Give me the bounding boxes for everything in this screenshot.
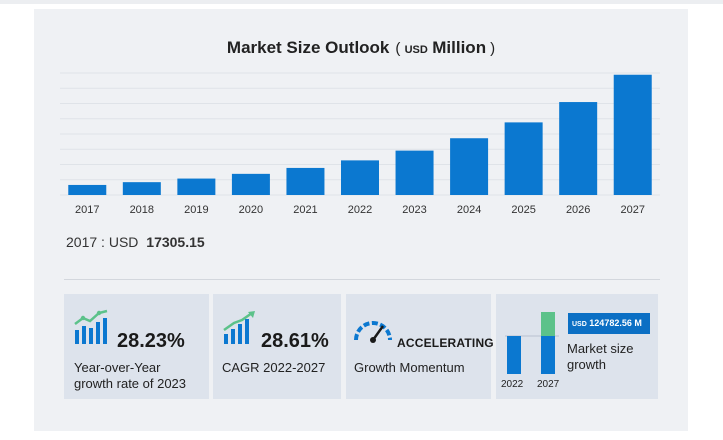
yoy-label-line1: Year-over-Year bbox=[74, 360, 161, 375]
momentum-label: Growth Momentum bbox=[354, 360, 465, 375]
mini-bar-start bbox=[507, 336, 521, 374]
bar-2024 bbox=[450, 138, 489, 195]
yoy-label-line2: growth rate of 2023 bbox=[74, 376, 187, 391]
increment-value: 124782.56 M bbox=[589, 318, 642, 328]
bar-2025 bbox=[504, 122, 543, 195]
baseline-currency: USD bbox=[108, 234, 139, 250]
x-tick-2027: 2027 bbox=[620, 204, 644, 216]
title-paren-open: ( bbox=[395, 40, 405, 57]
bar-2018 bbox=[122, 182, 161, 195]
bar-2021 bbox=[286, 167, 325, 195]
bar-2020 bbox=[231, 173, 270, 195]
x-tick-2025: 2025 bbox=[511, 204, 535, 216]
x-tick-2019: 2019 bbox=[184, 204, 208, 216]
mini-bar-increment bbox=[541, 312, 555, 336]
title-paren-close: ) bbox=[490, 40, 496, 57]
x-tick-2021: 2021 bbox=[293, 204, 317, 216]
yoy-value: 28.23% bbox=[117, 330, 185, 352]
mini-increment-chart bbox=[505, 312, 559, 374]
cagr-chart-icon bbox=[223, 311, 255, 344]
bar-2027 bbox=[613, 74, 652, 195]
baseline-year: 2017 bbox=[66, 234, 98, 250]
cagr-card: 28.61% CAGR 2022-2027 bbox=[213, 294, 341, 399]
growth-chart-icon bbox=[74, 309, 108, 344]
mini-bar-end bbox=[541, 336, 555, 374]
baseline-sep: : bbox=[101, 234, 105, 250]
x-tick-2020: 2020 bbox=[239, 204, 263, 216]
increment-card: USD 124782.56 M Market size growth 2022 … bbox=[496, 294, 658, 399]
momentum-value: ACCELERATING bbox=[397, 336, 494, 350]
x-tick-2018: 2018 bbox=[130, 204, 154, 216]
bar-2022 bbox=[341, 160, 379, 195]
x-tick-2017: 2017 bbox=[75, 204, 99, 216]
title-currency: USD bbox=[404, 44, 428, 56]
baseline-amount: 17305.15 bbox=[146, 234, 205, 250]
yoy-label: Year-over-Year growth rate of 2023 bbox=[74, 360, 186, 392]
chart-title: Market Size Outlook ( USD Million) bbox=[34, 38, 688, 58]
x-tick-2022: 2022 bbox=[348, 204, 372, 216]
bar-2017 bbox=[68, 184, 107, 195]
increment-label-line1: Market size bbox=[567, 341, 634, 356]
increment-label: Market size growth bbox=[567, 341, 653, 373]
bar-2023 bbox=[395, 150, 434, 195]
x-tick-2026: 2026 bbox=[566, 204, 590, 216]
market-outlook-panel: Market Size Outlook( USD Million) 2017 20… bbox=[34, 9, 688, 431]
divider bbox=[64, 279, 660, 280]
increment-currency: USD bbox=[572, 321, 587, 328]
x-tick-2024: 2024 bbox=[457, 204, 481, 216]
increment-label-line2: growth bbox=[567, 357, 607, 372]
increment-year-start: 2022 bbox=[501, 379, 524, 390]
x-tick-2023: 2023 bbox=[402, 204, 426, 216]
baseline-value: 2017 : USD 17305.15 bbox=[66, 234, 205, 250]
cagr-value: 28.61% bbox=[261, 330, 329, 352]
top-border bbox=[0, 0, 723, 4]
bar-2019 bbox=[177, 178, 216, 195]
chart-title-text: Market Size Outlook bbox=[226, 38, 390, 57]
speedometer-icon bbox=[354, 321, 392, 343]
cagr-label: CAGR 2022-2027 bbox=[222, 360, 326, 375]
increment-badge: USD 124782.56 M bbox=[568, 313, 650, 334]
increment-year-end: 2027 bbox=[537, 379, 560, 390]
yoy-card: 28.23% Year-over-Year growth rate of 202… bbox=[64, 294, 209, 399]
bar-2026 bbox=[559, 102, 598, 195]
momentum-card: ACCELERATING Growth Momentum bbox=[346, 294, 494, 399]
bar-chart: 2017 2018 2019 2020 2021 2022 2023 2024 2025 2026… bbox=[60, 72, 660, 216]
title-unit: Million bbox=[432, 38, 487, 57]
